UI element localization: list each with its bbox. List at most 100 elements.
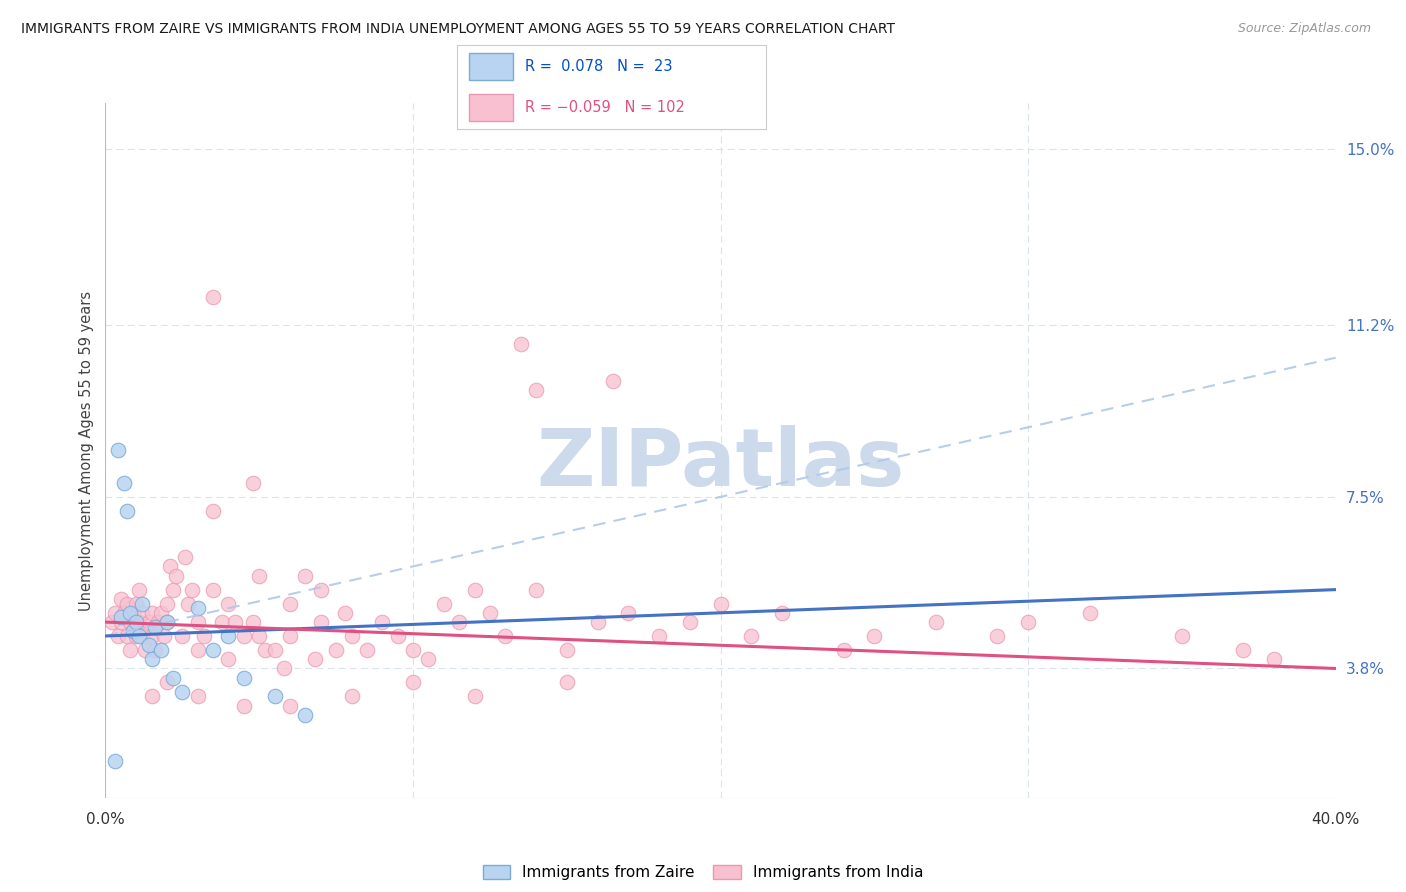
Point — [202, 582, 225, 597]
Point — [125, 597, 148, 611]
Point — [648, 629, 671, 643]
Point — [131, 597, 153, 611]
Text: R = −0.059   N = 102: R = −0.059 N = 102 — [524, 100, 685, 115]
Point — [509, 336, 531, 351]
Point — [115, 504, 138, 518]
Point — [159, 559, 181, 574]
Point — [494, 629, 516, 643]
Point — [141, 629, 163, 643]
Point — [131, 629, 153, 643]
Point — [115, 597, 138, 611]
Point — [115, 629, 138, 643]
Point — [218, 597, 240, 611]
Point — [925, 615, 948, 629]
Point — [156, 675, 179, 690]
Point — [211, 615, 233, 629]
Point — [986, 629, 1008, 643]
Point — [172, 629, 194, 643]
Point — [1017, 615, 1039, 629]
Point — [740, 629, 762, 643]
Point — [232, 671, 254, 685]
Point — [263, 643, 285, 657]
Point — [863, 629, 886, 643]
Point — [309, 615, 332, 629]
Text: IMMIGRANTS FROM ZAIRE VS IMMIGRANTS FROM INDIA UNEMPLOYMENT AMONG AGES 55 TO 59 : IMMIGRANTS FROM ZAIRE VS IMMIGRANTS FROM… — [21, 22, 896, 37]
Point — [356, 643, 378, 657]
Point — [524, 582, 547, 597]
Text: R =  0.078   N =  23: R = 0.078 N = 23 — [524, 59, 672, 74]
Point — [143, 620, 166, 634]
Point — [464, 690, 486, 704]
Point — [122, 624, 145, 639]
Point — [464, 582, 486, 597]
Point — [187, 601, 209, 615]
Point — [141, 606, 163, 620]
Bar — [470, 54, 513, 80]
Point — [128, 582, 150, 597]
Point — [149, 606, 172, 620]
Point — [120, 615, 141, 629]
Point — [156, 597, 179, 611]
Point — [138, 638, 160, 652]
Point — [278, 597, 301, 611]
Point — [1078, 606, 1101, 620]
Point — [617, 606, 640, 620]
Point — [242, 615, 264, 629]
Point — [107, 629, 129, 643]
Point — [156, 615, 179, 629]
Legend: Immigrants from Zaire, Immigrants from India: Immigrants from Zaire, Immigrants from I… — [482, 865, 924, 880]
Point — [141, 652, 163, 666]
Point — [187, 615, 209, 629]
Point — [387, 629, 409, 643]
Point — [202, 290, 225, 304]
Point — [555, 643, 578, 657]
Point — [128, 629, 150, 643]
Point — [340, 629, 363, 643]
Point — [143, 643, 166, 657]
Point — [278, 629, 301, 643]
Point — [110, 615, 132, 629]
Point — [232, 629, 254, 643]
Point — [122, 606, 145, 620]
Point — [141, 690, 163, 704]
Text: Source: ZipAtlas.com: Source: ZipAtlas.com — [1237, 22, 1371, 36]
Point — [165, 568, 187, 582]
Point — [1294, 800, 1316, 814]
Point — [104, 606, 127, 620]
Point — [138, 615, 160, 629]
Y-axis label: Unemployment Among Ages 55 to 59 years: Unemployment Among Ages 55 to 59 years — [79, 291, 94, 610]
Point — [278, 698, 301, 713]
Point — [125, 615, 148, 629]
Point — [1171, 629, 1194, 643]
Point — [247, 629, 270, 643]
Point — [120, 606, 141, 620]
Point — [449, 615, 471, 629]
Point — [112, 475, 135, 490]
Point — [131, 606, 153, 620]
Point — [202, 643, 225, 657]
Point — [218, 652, 240, 666]
Point — [125, 629, 148, 643]
Point — [679, 615, 702, 629]
Point — [555, 675, 578, 690]
Point — [335, 606, 357, 620]
Point — [193, 629, 215, 643]
Point — [402, 643, 425, 657]
Point — [104, 754, 127, 768]
Point — [304, 652, 326, 666]
Point — [172, 684, 194, 698]
Bar — [470, 94, 513, 120]
Point — [232, 698, 254, 713]
Point — [174, 550, 197, 565]
Point — [1263, 652, 1285, 666]
Point — [180, 582, 202, 597]
Point — [418, 652, 440, 666]
Point — [294, 707, 316, 722]
Point — [187, 643, 209, 657]
Point — [710, 597, 733, 611]
Point — [202, 504, 225, 518]
Point — [146, 615, 169, 629]
Text: ZIPatlas: ZIPatlas — [537, 425, 904, 503]
Point — [340, 690, 363, 704]
Point — [371, 615, 394, 629]
